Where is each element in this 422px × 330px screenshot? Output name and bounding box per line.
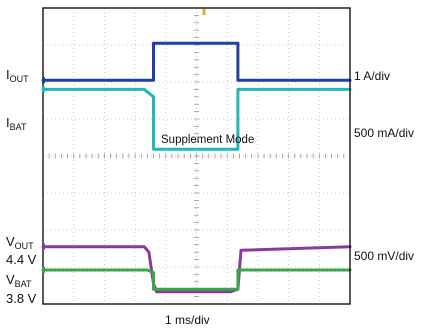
trigger-marker bbox=[203, 9, 206, 15]
label-vout: VOUT bbox=[6, 235, 34, 253]
scale-ibat: 500 mA/div bbox=[354, 126, 414, 140]
label-iout: IOUT bbox=[6, 68, 29, 86]
scale-vout: 500 mV/div bbox=[354, 249, 414, 263]
annotation-supplement-mode: Supplement Mode bbox=[161, 133, 254, 147]
label-vbat: VBAT bbox=[6, 273, 32, 291]
label-ibat: IBAT bbox=[6, 116, 26, 134]
x-axis-label: 1 ms/div bbox=[165, 313, 210, 327]
level-marker-iout bbox=[42, 77, 45, 83]
level-marker-vout bbox=[42, 244, 45, 250]
level-marker-ibat bbox=[42, 86, 45, 92]
graticule-grid bbox=[43, 8, 350, 304]
scale-iout: 1 A/div bbox=[354, 69, 390, 83]
level-marker-vbat bbox=[42, 267, 45, 273]
label-vout-level: 4.4 V bbox=[6, 253, 36, 267]
label-vbat-level: 3.8 V bbox=[6, 292, 36, 306]
